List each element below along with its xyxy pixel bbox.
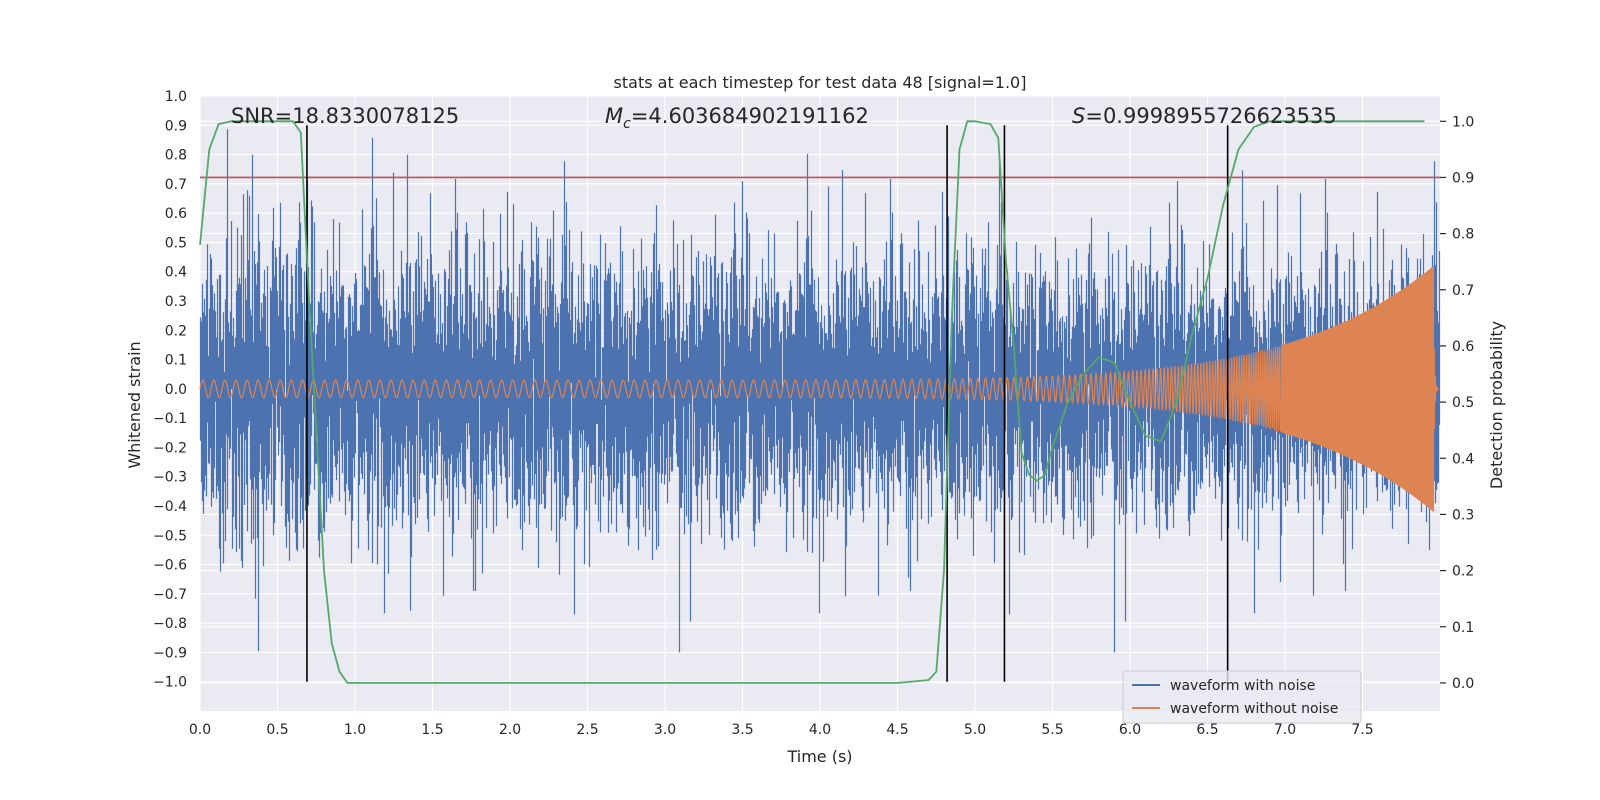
legend-label-clean: waveform without noise (1170, 701, 1338, 717)
y-tick-label: 0.7 (165, 177, 187, 193)
x-tick-label: 6.0 (1119, 722, 1141, 738)
y2-tick-label: 0.3 (1452, 507, 1474, 523)
x-tick-label: 4.5 (886, 722, 908, 738)
y-tick-label: −0.5 (153, 528, 187, 544)
y2-tick-label: 0.2 (1452, 564, 1474, 580)
legend-box (1122, 670, 1362, 724)
y2-tick-label: 0.8 (1452, 227, 1474, 243)
y-tick-label: −0.2 (153, 440, 187, 456)
x-tick-label: 1.0 (344, 722, 366, 738)
x-tick-label: 5.0 (964, 722, 986, 738)
x-tick-label: 2.0 (499, 722, 521, 738)
y2-tick-label: 0.7 (1452, 283, 1474, 299)
legend: waveform with noise waveform without noi… (1122, 670, 1362, 724)
y-tick-label: −0.4 (153, 499, 187, 515)
annotation-chirp-mass-symbol: M (605, 104, 623, 128)
x-tick-label: 7.0 (1274, 722, 1296, 738)
y-tick-label: 0.3 (165, 294, 187, 310)
y2-tick-label: 0.4 (1452, 451, 1474, 467)
y2-axis-label: Detection probability (1487, 321, 1506, 489)
y2-tick-label: 0.1 (1452, 620, 1474, 636)
y2-tick-label: 0.5 (1452, 395, 1474, 411)
y-tick-label: −0.6 (153, 558, 187, 574)
annotation-s: S=0.9998955726623535 (1072, 104, 1337, 128)
tick-labels: 0.0 0.5 1.0 1.5 2.0 2.5 3.0 3.5 4.0 4.5 5.0 5.5 6.0 6… (153, 89, 1474, 738)
x-tick-label: 7.5 (1351, 722, 1373, 738)
x-tick-label: 3.0 (654, 722, 676, 738)
x-tick-label: 1.5 (421, 722, 443, 738)
annotation-chirp-mass: Mc=4.603684902191162 (605, 104, 869, 132)
y-tick-label: −0.8 (153, 616, 187, 632)
legend-label-noisy: waveform with noise (1170, 678, 1315, 694)
x-tick-label: 3.5 (731, 722, 753, 738)
series-layer (199, 120, 1441, 684)
annotation-s-symbol: S (1072, 104, 1085, 128)
annotation-s-value: =0.9998955726623535 (1085, 104, 1336, 128)
y-tick-label: −0.9 (153, 645, 187, 661)
y2-tick-label: 1.0 (1452, 114, 1474, 130)
x-tick-label: 5.5 (1041, 722, 1063, 738)
x-tick-label: 4.0 (809, 722, 831, 738)
y-tick-label: 1.0 (165, 89, 187, 105)
y-tick-label: 0.4 (165, 265, 187, 281)
y-axis-label: Whitened strain (125, 341, 144, 468)
y2-tick-label: 0.0 (1452, 676, 1474, 692)
y-tick-label: −0.1 (153, 411, 187, 427)
y-tick-label: 0.6 (165, 206, 187, 222)
annotation-snr: SNR=18.8330078125 (231, 104, 459, 128)
y-tick-label: 0.0 (165, 382, 187, 398)
x-tick-label: 6.5 (1196, 722, 1218, 738)
x-tick-label: 0.5 (266, 722, 288, 738)
y-tick-label: 0.9 (165, 118, 187, 134)
y-tick-label: −0.7 (153, 587, 187, 603)
x-axis-label: Time (s) (786, 747, 852, 766)
y-tick-label: −0.3 (153, 470, 187, 486)
annotation-chirp-mass-value: =4.603684902191162 (631, 104, 869, 128)
y-tick-label: 0.8 (165, 148, 187, 164)
y2-tick-label: 0.6 (1452, 339, 1474, 355)
series-waveform-without-noise (199, 265, 1441, 512)
y-tick-label: 0.5 (165, 235, 187, 251)
x-tick-label: 0.0 (189, 722, 211, 738)
chart-title: stats at each timestep for test data 48 … (614, 73, 1027, 92)
y-tick-label: 0.1 (165, 353, 187, 369)
y2-tick-label: 0.9 (1452, 170, 1474, 186)
y-tick-label: 0.2 (165, 323, 187, 339)
series-detection-probability (199, 120, 1425, 684)
x-tick-label: 2.5 (576, 722, 598, 738)
y-tick-label: −1.0 (153, 675, 187, 691)
annotation-chirp-mass-sub: c (623, 116, 631, 132)
